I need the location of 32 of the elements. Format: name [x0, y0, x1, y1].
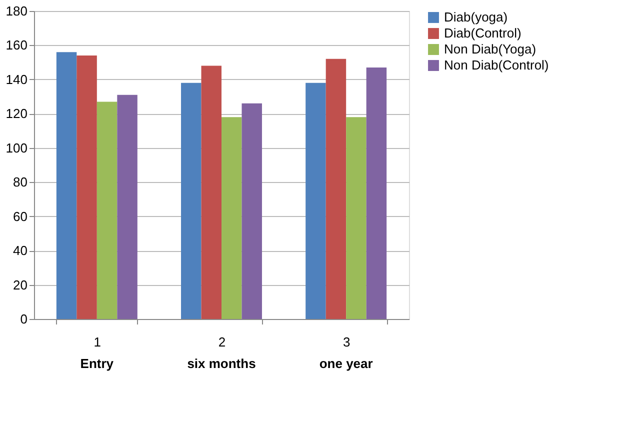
- x-tick-label: 1: [94, 334, 102, 350]
- bar: [306, 82, 326, 319]
- y-tick-label: 80: [13, 174, 28, 190]
- x-tick-label: 3: [342, 334, 350, 350]
- bar: [346, 117, 366, 319]
- legend-label: Non Diab(Yoga): [444, 42, 536, 56]
- bar: [117, 94, 138, 319]
- y-tick-label: 140: [6, 72, 28, 87]
- bar: [201, 66, 222, 319]
- y-tick-label: 120: [6, 106, 28, 122]
- text: one year: [319, 356, 373, 371]
- legend-label: Diab(Control): [444, 26, 522, 40]
- text: Entry: [80, 356, 114, 371]
- x-tick-label: 2: [218, 334, 226, 350]
- bar: [96, 102, 118, 319]
- legend-label: Non Diab(Control): [444, 58, 549, 72]
- y-tick-label: 160: [6, 38, 28, 53]
- legend-label: Diab(yoga): [444, 10, 508, 24]
- bar: [181, 82, 202, 319]
- bar: [56, 52, 77, 319]
- bar: [222, 117, 242, 319]
- y-tick-label: 20: [13, 277, 28, 292]
- y-tick-label: 40: [13, 243, 28, 258]
- y-tick-label: 60: [13, 208, 28, 224]
- text: six months: [187, 356, 256, 371]
- y-tick-label: 180: [6, 4, 28, 18]
- bar: [326, 58, 346, 319]
- bar: [242, 103, 262, 319]
- bar: [76, 55, 97, 319]
- y-tick-label: 0: [20, 312, 28, 326]
- y-tick-label: 100: [6, 140, 28, 156]
- bar: [366, 67, 387, 319]
